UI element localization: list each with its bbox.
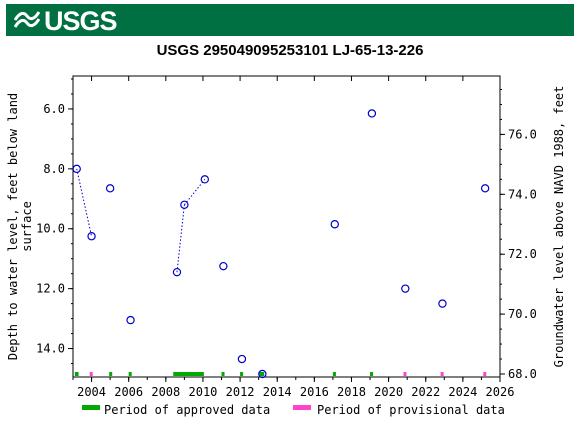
x-tick-label: 2004: [77, 385, 106, 399]
legend-provisional-label: Period of provisional data: [317, 403, 505, 417]
chart-title: USGS 295049095253101 LJ-65-13-226: [156, 42, 424, 59]
x-tick-label: 2020: [374, 385, 403, 399]
y-right-tick-label: 72.0: [508, 247, 537, 261]
provisional-period-bar: [89, 372, 93, 376]
data-point: [200, 175, 210, 184]
provisional-period-bar: [403, 372, 407, 376]
data-point: [105, 184, 115, 193]
y-right-tick-label: 76.0: [508, 127, 537, 141]
approved-period-bar: [240, 372, 244, 376]
data-point: [219, 261, 228, 271]
y-right-axis-label-text: Groundwater level above NAVD 1988, feet: [552, 86, 566, 368]
provisional-period-bar: [483, 372, 487, 376]
x-tick-label: 2024: [448, 385, 477, 399]
x-tick-label: 2010: [189, 385, 218, 399]
legend-approved-swatch: [82, 405, 100, 410]
data-point: [401, 284, 410, 293]
data-point: [180, 200, 189, 209]
x-tick-label: 2014: [263, 385, 292, 399]
approved-period-bar: [74, 372, 79, 376]
x-tick-label: 2016: [300, 385, 329, 399]
series-connector-line: [176, 204, 185, 273]
approved-period-bar: [332, 372, 336, 376]
data-point: [172, 267, 182, 277]
usgs-banner: USGS: [0, 0, 580, 40]
approved-period-bar: [173, 372, 204, 376]
y-left-tick-label: 10.0: [36, 222, 65, 236]
x-tick-label: 2006: [114, 385, 143, 399]
legend-approved-label: Period of approved data: [104, 403, 270, 417]
plot-frame: [72, 75, 501, 378]
data-point: [258, 369, 267, 379]
y-right-tick-label: 74.0: [508, 187, 537, 201]
y-right-tick-label: 70.0: [508, 307, 537, 321]
data-point: [438, 299, 447, 308]
data-point: [330, 220, 339, 229]
usgs-wave-icon: [14, 11, 40, 28]
approved-period-bar: [128, 372, 132, 376]
approved-period-bar: [259, 372, 265, 376]
y-left-tick-label: 14.0: [36, 342, 65, 356]
y-left-tick-label: 12.0: [36, 282, 65, 296]
data-point: [367, 109, 377, 118]
approved-period-bar: [109, 372, 113, 376]
legend-provisional-swatch: [293, 405, 311, 410]
y-right-tick-label: 68.0: [508, 367, 537, 381]
y-left-axis-label: Depth to water level, feet below land sur…: [6, 93, 34, 360]
x-tick-label: 2008: [151, 385, 180, 399]
x-tick-label: 2018: [337, 385, 366, 399]
y-left-tick-label: 8.0: [43, 162, 65, 176]
approved-period-bar: [221, 372, 225, 376]
series-connector-line: [184, 179, 206, 206]
usgs-logo-text: USGS: [44, 6, 118, 36]
data-point: [126, 315, 135, 325]
approved-period-bar: [370, 372, 374, 376]
usgs-logo[interactable]: USGS: [6, 4, 574, 36]
x-tick-label: 2012: [226, 385, 255, 399]
data-point: [72, 164, 81, 174]
data-point: [237, 354, 247, 364]
series-connector-line: [76, 168, 93, 237]
x-tick-label: 2022: [411, 385, 440, 399]
y-left-axis-label-line: surface: [20, 201, 34, 252]
data-point: [87, 232, 96, 241]
y-right-axis-label: Groundwater level above NAVD 1988, feet: [552, 86, 566, 368]
y-left-axis-label-line: Depth to water level, feet below land: [6, 93, 20, 360]
y-left-tick-label: 6.0: [43, 102, 65, 116]
data-point: [480, 184, 490, 193]
x-tick-label: 2026: [486, 385, 515, 399]
provisional-period-bar: [440, 372, 444, 376]
